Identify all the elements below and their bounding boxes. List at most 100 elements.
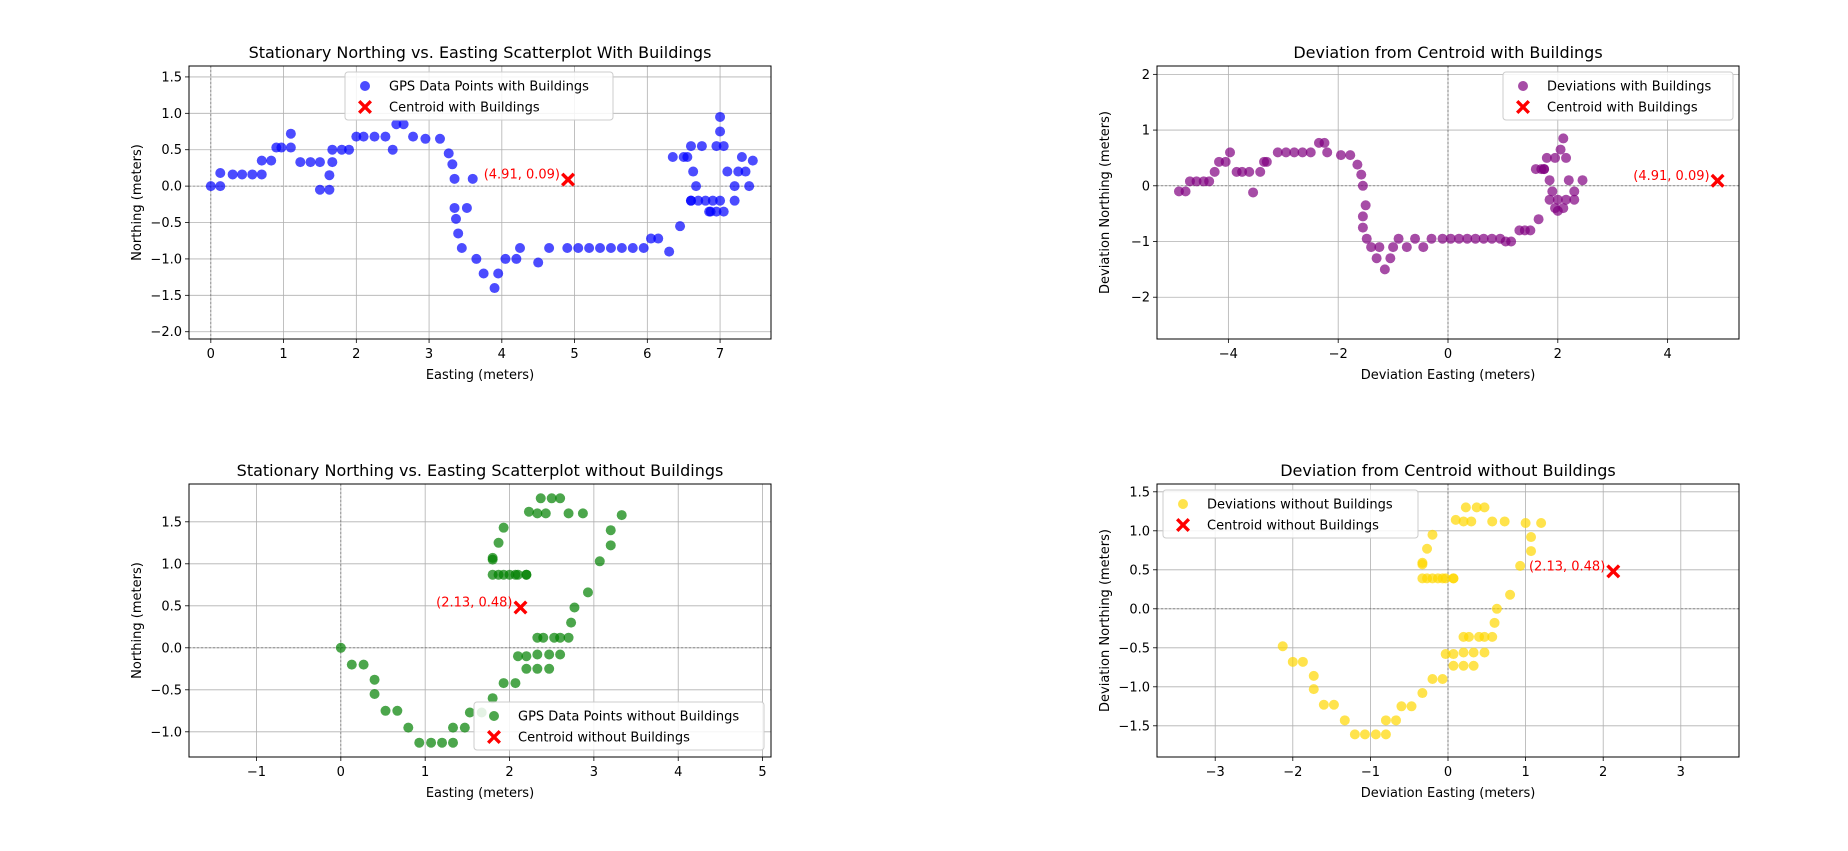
axes-frame [188,65,772,340]
data-point [314,184,325,195]
x-tick-label-6: 6 [643,347,651,362]
data-point [1335,150,1346,161]
data-point [711,141,722,152]
data-point [540,508,551,519]
legend: GPS Data Points without Buildings Centroi… [473,701,765,751]
data-point [1391,715,1402,726]
x-tick-label-4: 1 [1521,765,1529,780]
y-tick-label-5: 1.0 [1129,524,1150,539]
chart-panel-3: −1 0 1 2 3 4 5 −1.0 −0.5 0.0 0.5 1.0 1.5 (2.13, 0.48)… [130,461,772,801]
legend-entry: GPS Data Points without Buildings [518,710,739,725]
data-point [1385,253,1396,264]
x-tick-label-3: 2 [1554,347,1562,362]
y-tick-label-3: −0.5 [150,216,182,231]
data-point [515,243,526,253]
chart-title: Stationary Northing vs. Easting Scatterp… [237,461,724,480]
y-axis-label: Deviation Northing (meters) [1098,529,1113,712]
data-point [1506,236,1517,247]
data-point [369,689,380,699]
data-point [544,649,555,660]
legend-entry: Deviations with Buildings [1547,80,1712,95]
data-point [1422,543,1433,554]
data-point [1440,649,1451,660]
x-tick-label-0: −1 [247,765,266,780]
data-point [426,737,437,748]
legend-marker-points [1178,499,1188,509]
data-point [582,587,593,598]
data-point [682,152,693,162]
x-tick-label-0: 0 [207,347,215,362]
data-point [555,632,566,643]
data-point [335,642,346,653]
data-point [358,131,369,142]
data-point [577,508,588,519]
data-point [1427,573,1438,584]
data-point [351,131,362,142]
data-point [605,525,616,536]
data-point [1526,546,1537,557]
data-point [555,649,566,660]
data-point [448,722,459,733]
data-point [1308,684,1319,695]
y-tick-label-3: 0.5 [161,599,182,614]
data-point [563,508,574,519]
data-point [408,131,419,142]
data-point [256,155,267,166]
legend-marker-centroid [1176,518,1190,532]
data-point [1209,166,1220,177]
data-point [1427,674,1438,684]
data-point [467,173,478,184]
data-point [707,195,718,206]
data-point [227,169,238,180]
x-tick-label-3: 2 [505,765,513,780]
data-point [434,133,445,144]
data-point [667,152,678,162]
y-tick-label-0: −1.0 [150,725,182,740]
chart-title: Deviation from Centroid with Buildings [1293,43,1602,62]
data-point [544,663,555,674]
data-point [1466,516,1477,527]
plot-area [205,111,758,294]
data-point [487,554,498,565]
data-point [1297,656,1308,667]
data-point [544,243,555,253]
data-point [237,169,248,180]
x-tick-label-7: 7 [716,347,724,362]
data-point [461,202,472,213]
data-point [1479,631,1490,642]
y-tick-label-1: −1 [1131,235,1150,250]
data-point [532,508,543,519]
data-point [729,195,740,206]
legend-marker-points [489,711,499,721]
data-point [747,155,758,166]
data-point [594,556,605,567]
data-point [718,206,729,217]
data-point [1561,152,1572,163]
data-point [1450,514,1461,525]
plot-area [335,493,627,748]
data-point [1479,502,1490,513]
axes-frame [1156,483,1740,758]
data-point [510,678,521,689]
data-point [521,663,532,674]
data-point [562,243,573,253]
x-tick-label-1: −2 [1283,765,1302,780]
x-tick-label-4: 4 [498,347,506,362]
y-tick-label-1: −1.0 [1118,680,1150,695]
x-tick-label-2: 1 [421,765,429,780]
y-tick-label-7: 1.5 [161,70,182,85]
x-tick-label-0: −3 [1206,765,1225,780]
y-tick-label-1: −1.5 [150,289,182,304]
data-point [733,166,744,177]
data-point [715,111,726,122]
data-point [1525,225,1536,236]
data-point [493,268,504,279]
data-point [1191,176,1202,187]
y-tick-label-2: 0.0 [161,641,182,656]
data-point [1225,147,1236,158]
data-point [215,181,226,192]
data-point [1272,147,1283,158]
data-point [1544,175,1555,186]
data-point [1471,502,1482,513]
data-point [459,722,470,733]
